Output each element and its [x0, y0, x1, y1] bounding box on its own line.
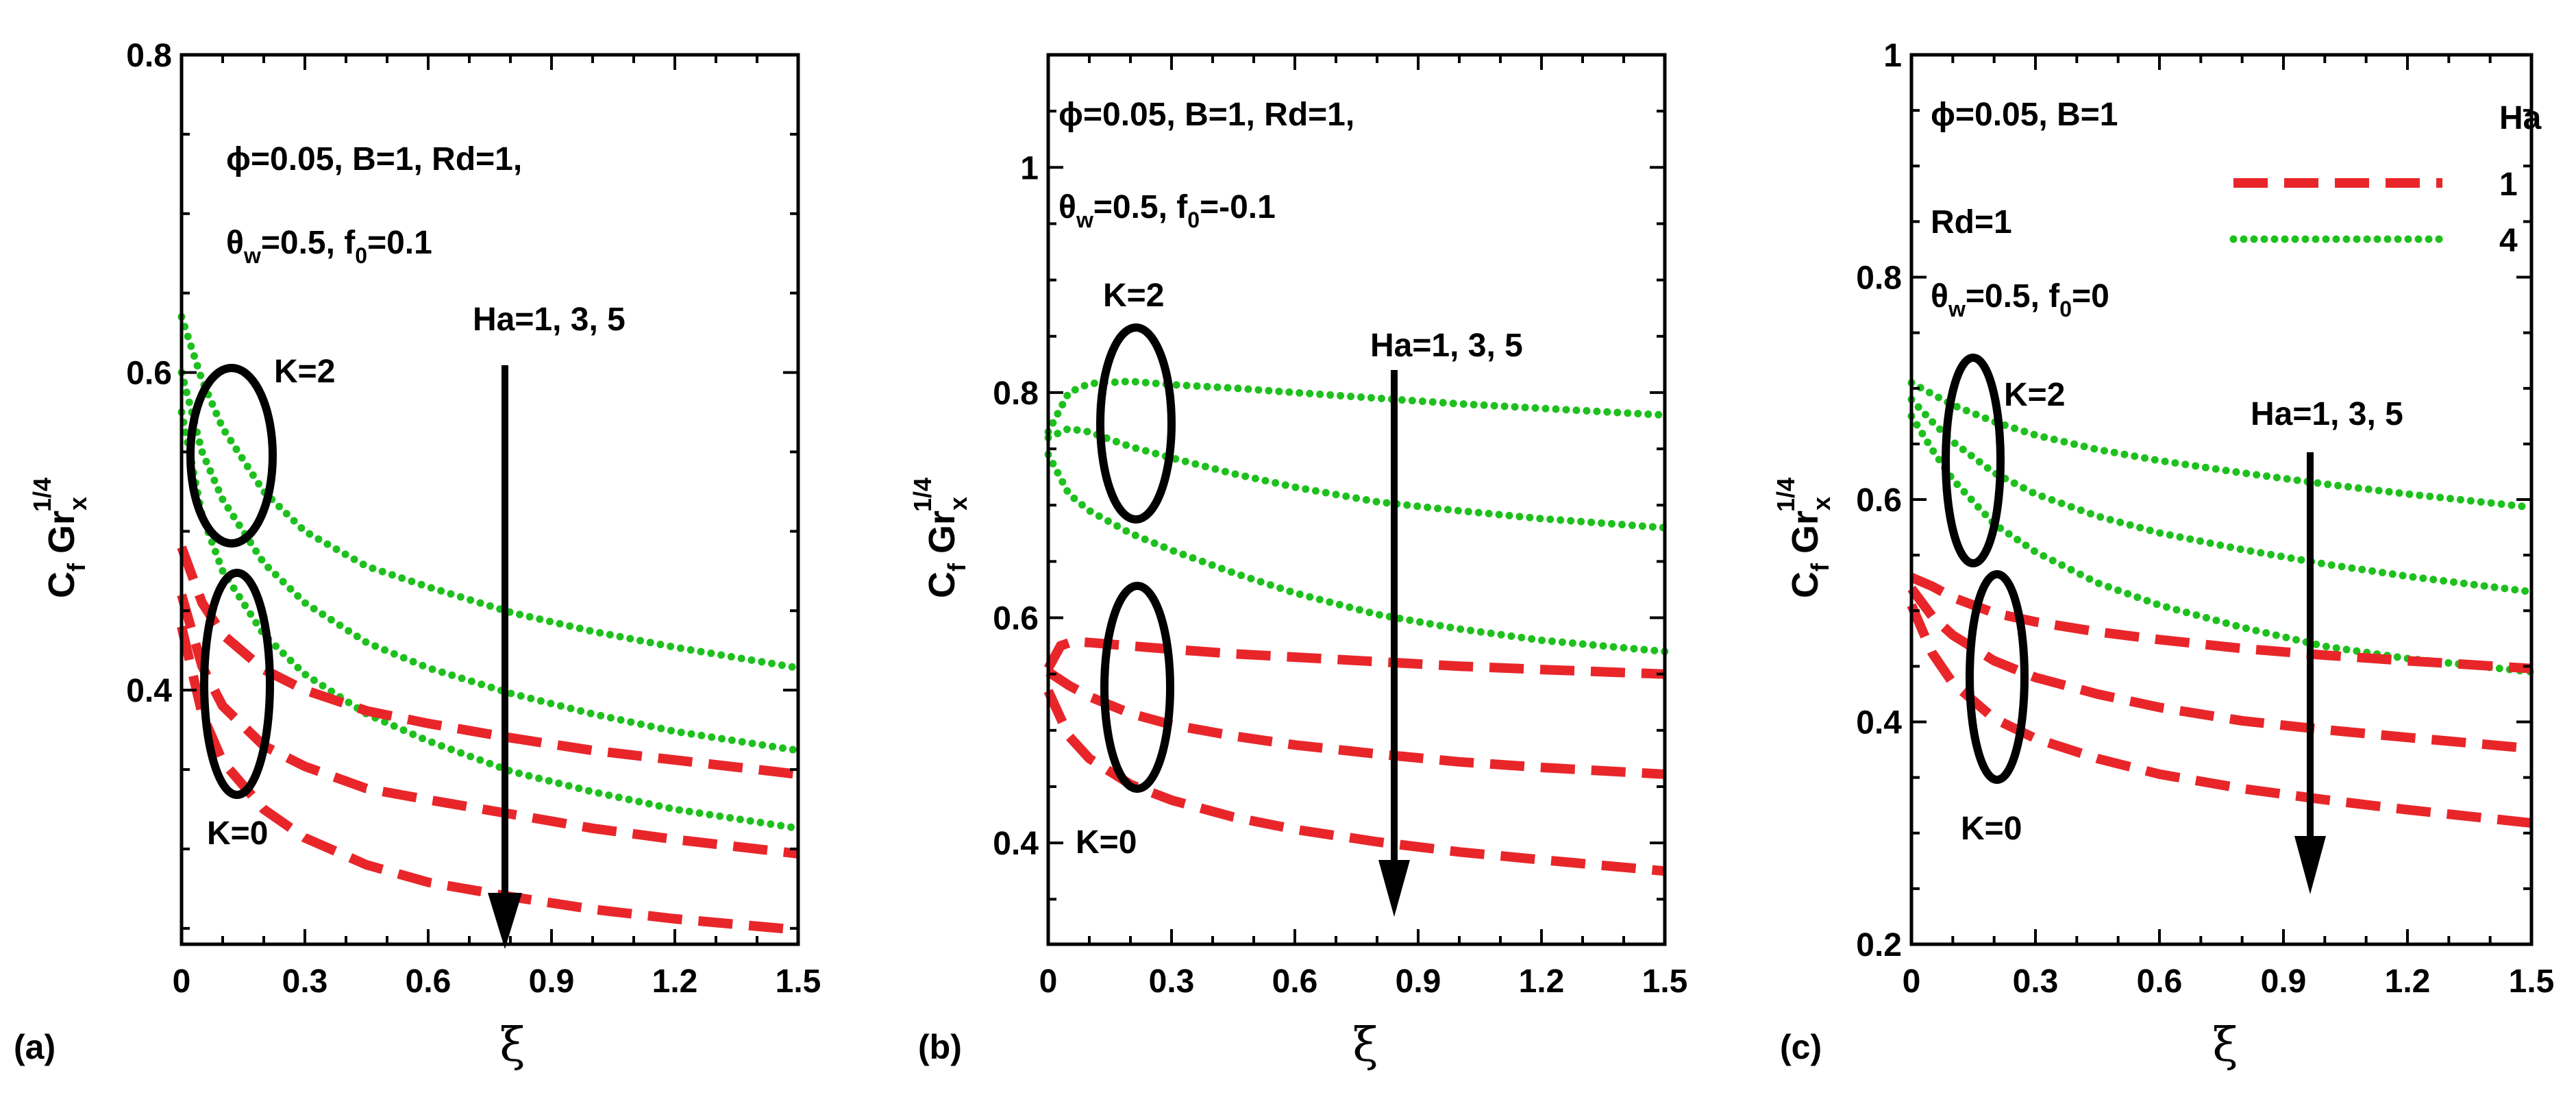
ha-annotation: Ha=1, 3, 5: [473, 302, 626, 338]
y-tick-label: 0.6: [993, 601, 1039, 637]
y-axis-label: CfGrx1/4: [908, 478, 972, 598]
ha-annotation: Ha=1, 3, 5: [1370, 328, 1523, 364]
series-group: [177, 312, 802, 935]
k2-label: K=2: [2004, 377, 2065, 413]
x-tick-label: 0.9: [1396, 963, 1441, 1000]
legend-label-ha-1: 1: [2499, 167, 2518, 203]
k2-label: K=2: [274, 354, 335, 390]
panel-b: (b) ξ CfGrx1/4 ϕ=0.05, B=1, Rd=1, θw=0.5…: [908, 53, 1688, 1072]
param-line-1: ϕ=0.05, B=1, Rd=1,: [226, 141, 522, 177]
axes: 0 0.3 0.6 0.9 1.2 1.5 0.4 0.6 0.8: [126, 38, 821, 1000]
ha-arrow-head: [1378, 860, 1410, 917]
k0-label: K=0: [207, 815, 268, 852]
y-tick-label: 0.8: [993, 376, 1039, 412]
series-line-2: [1044, 424, 1669, 532]
k2-ellipse: [1096, 323, 1176, 524]
x-tick-label: 0: [1039, 963, 1058, 1000]
k2-label: K=2: [1103, 278, 1164, 314]
panel-label: (b): [918, 1028, 962, 1066]
k0-ellipse: [1966, 570, 2029, 784]
param-line-2: θw=0.5, f0=0.1: [226, 225, 432, 268]
panel-c: (c) ξ CfGrx1/4 ϕ=0.05, B=1 Rd=1 θw=0.5, …: [1772, 38, 2554, 1072]
x-tick-label: 0: [173, 963, 191, 1000]
y-tick-label: 1: [1883, 38, 1902, 74]
x-tick-label: 1.2: [652, 963, 698, 1000]
series-line-1: [177, 312, 802, 672]
series-line-1: [1044, 377, 1669, 436]
y-axis-label: CfGrx1/4: [1772, 478, 1835, 598]
ha-arrow-head: [2294, 836, 2326, 894]
axes: 0 0.3 0.6 0.9 1.2 1.5 0.4 0.6 0.8 1: [993, 53, 1688, 1000]
x-axis-label: ξ: [499, 1018, 525, 1072]
x-tick-label: 1.5: [1642, 963, 1688, 1000]
x-tick-label: 1.5: [776, 963, 821, 1000]
y-axis-label: CfGrx1/4: [28, 478, 92, 598]
param-line-3: θw=0.5, f0=0: [1931, 278, 2109, 321]
x-tick-label: 0.9: [529, 963, 575, 1000]
series-line-5: [177, 593, 799, 859]
ha-arrow-head: [488, 893, 522, 949]
x-axis-label: ξ: [1352, 1018, 1378, 1072]
x-tick-label: 0.3: [282, 963, 328, 1000]
y-tick-label: 0.8: [126, 38, 172, 74]
axes: 0 0.3 0.6 0.9 1.2 1.5 0.2 0.4 0.6 0.8 1: [1856, 38, 2554, 1000]
series-line-2: [177, 369, 802, 754]
x-tick-label: 1.5: [2509, 963, 2555, 1000]
k0-ellipse: [200, 569, 274, 799]
x-tick-label: 0.3: [1149, 963, 1195, 1000]
param-line-2: Rd=1: [1931, 204, 2012, 241]
y-tick-label: 0.8: [1856, 260, 1902, 297]
y-tick-label: 0.2: [1856, 927, 1902, 963]
x-tick-label: 1.2: [1519, 963, 1565, 1000]
ha-annotation: Ha=1, 3, 5: [2251, 396, 2403, 432]
y-tick-label: 1: [1020, 150, 1039, 186]
y-tick-label: 0.4: [993, 826, 1039, 862]
x-tick-label: 0.3: [2013, 963, 2059, 1000]
series-line-3: [1044, 450, 1669, 656]
k2-ellipse: [186, 364, 277, 548]
series-group: [1043, 377, 1669, 876]
legend-title: Ha: [2499, 100, 2542, 136]
legend: Ha 1 4: [2229, 100, 2542, 259]
series-line-6: [1043, 689, 1665, 876]
x-axis-label: ξ: [2212, 1018, 2238, 1072]
y-tick-label: 0.4: [1856, 705, 1902, 741]
series-line-5: [1907, 585, 2532, 754]
series-line-4: [177, 545, 799, 779]
plot-frame: [179, 53, 800, 946]
plot-frame: [1046, 53, 1667, 946]
x-tick-label: 1.2: [2385, 963, 2431, 1000]
panel-a: (a) ξ CfGrx1/4 ϕ=0.05, B=1, Rd=1, θw=0.5…: [14, 38, 821, 1072]
x-tick-label: 0.9: [2261, 963, 2307, 1000]
x-tick-label: 0.6: [2137, 963, 2183, 1000]
k2-ellipse: [1942, 354, 2005, 567]
panel-label: (c): [1780, 1028, 1822, 1066]
panel-label: (a): [14, 1028, 55, 1066]
x-tick-label: 0.6: [1272, 963, 1318, 1000]
k0-ellipse: [1100, 582, 1174, 793]
legend-label-ha-4: 4: [2499, 223, 2518, 259]
series-line-4: [1043, 636, 1665, 679]
x-tick-label: 0.6: [406, 963, 451, 1000]
series-line-1: [1907, 379, 2536, 511]
x-tick-label: 0: [1903, 963, 1921, 1000]
series-line-6: [1907, 603, 2532, 828]
series-line-6: [177, 625, 799, 935]
y-tick-label: 0.4: [126, 673, 172, 709]
param-line-1: ϕ=0.05, B=1, Rd=1,: [1058, 97, 1354, 133]
y-tick-label: 0.6: [1856, 482, 1902, 519]
k0-label: K=0: [1961, 811, 2022, 847]
param-line-1: ϕ=0.05, B=1: [1931, 97, 2118, 133]
k0-label: K=0: [1076, 824, 1137, 861]
y-tick-label: 0.6: [126, 356, 172, 392]
param-line-2: θw=0.5, f0=-0.1: [1058, 189, 1276, 232]
